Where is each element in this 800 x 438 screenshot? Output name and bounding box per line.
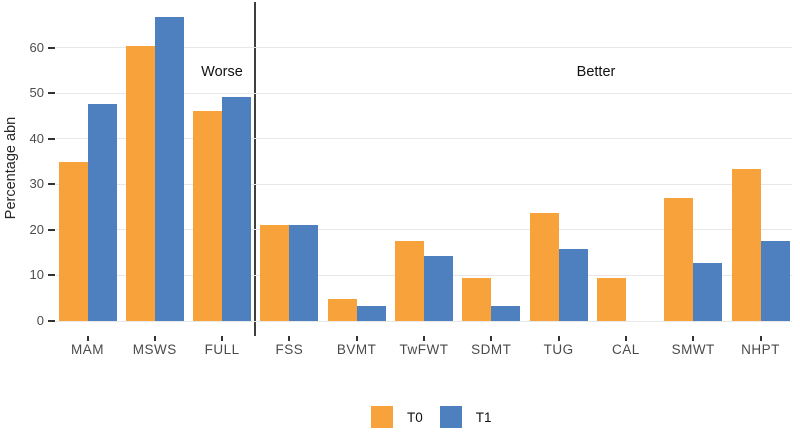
x-tick-mark-nhpt — [759, 336, 762, 341]
gridline-y-30 — [56, 183, 792, 185]
x-tick-label-mam: MAM — [71, 342, 104, 357]
bar-t0-full — [193, 111, 223, 321]
x-tick-mark-cal — [624, 336, 627, 341]
bar-t1-bvmt — [356, 306, 386, 321]
x-tick-label-tug: TUG — [543, 342, 574, 357]
x-tick-mark-mam — [86, 336, 89, 341]
y-tick-mark-10 — [48, 274, 55, 277]
bar-t0-bvmt — [327, 299, 357, 321]
x-tick-label-msws: MSWS — [132, 342, 177, 357]
bar-t1-full — [222, 96, 252, 321]
bar-t0-msws — [125, 46, 155, 321]
bar-t1-smwt — [693, 263, 723, 321]
bar-t1-tug — [558, 248, 588, 321]
x-tick-label-twfwt: TwFWT — [399, 342, 449, 357]
bar-t0-twfwt — [395, 241, 424, 321]
bar-t0-mam — [58, 161, 88, 321]
bar-t0-sdmt — [462, 277, 492, 321]
bar-t0-fss — [260, 225, 290, 321]
x-tick-label-nhpt: NHPT — [741, 342, 780, 357]
y-tick-label-30: 30 — [29, 176, 44, 192]
bar-t1-nhpt — [760, 241, 790, 321]
x-tick-mark-full — [221, 336, 224, 341]
bar-t0-nhpt — [731, 169, 761, 321]
x-tick-label-bvmt: BVMT — [336, 342, 377, 357]
gridline-y-40 — [56, 138, 792, 140]
bar-t0-smwt — [664, 198, 694, 321]
bar-t1-sdmt — [491, 306, 521, 321]
gridline-y-20 — [56, 229, 792, 231]
gridline-y-60 — [56, 47, 792, 49]
y-tick-mark-30 — [48, 183, 55, 186]
x-tick-mark-bvmt — [355, 336, 358, 341]
gridline-y-0 — [56, 320, 792, 322]
legend: T0 T1 — [371, 406, 492, 428]
y-tick-label-10: 10 — [29, 267, 44, 283]
x-tick-mark-tug — [557, 336, 560, 341]
bar-t0-cal — [596, 277, 626, 321]
x-tick-mark-smwt — [692, 336, 695, 341]
x-tick-label-smwt: SMWT — [671, 342, 715, 357]
legend-label-t1: T1 — [475, 409, 492, 425]
x-tick-mark-twfwt — [423, 336, 425, 341]
x-tick-mark-msws — [153, 336, 156, 341]
x-tick-label-sdmt: SDMT — [471, 342, 512, 357]
y-tick-mark-40 — [48, 137, 55, 140]
y-tick-label-40: 40 — [29, 130, 44, 146]
y-tick-mark-50 — [48, 92, 55, 95]
bar-t0-tug — [529, 212, 559, 321]
y-tick-label-60: 60 — [29, 39, 44, 55]
x-tick-label-full: FULL — [204, 342, 240, 357]
annotation-better: Better — [576, 64, 616, 80]
annotation-worse: Worse — [201, 64, 243, 80]
legend-swatch-t0 — [371, 406, 393, 428]
y-tick-mark-0 — [48, 320, 55, 322]
bar-t1-twfwt — [424, 255, 453, 321]
y-tick-label-50: 50 — [29, 85, 44, 101]
bar-t1-mam — [87, 104, 117, 321]
y-tick-mark-60 — [48, 46, 55, 49]
gridline-y-50 — [56, 92, 792, 94]
legend-swatch-t1 — [439, 406, 462, 428]
bar-t1-msws — [154, 17, 184, 321]
y-tick-mark-20 — [48, 228, 55, 231]
x-tick-mark-sdmt — [490, 336, 493, 341]
bar-t1-fss — [289, 225, 319, 321]
worse-better-divider-line — [254, 2, 256, 336]
x-tick-mark-fss — [288, 336, 291, 341]
x-tick-label-cal: CAL — [612, 342, 640, 357]
y-tick-label-0: 0 — [36, 313, 44, 328]
y-tick-label-20: 20 — [29, 221, 44, 237]
legend-label-t0: T0 — [407, 409, 423, 425]
x-tick-label-fss: FSS — [275, 342, 304, 357]
